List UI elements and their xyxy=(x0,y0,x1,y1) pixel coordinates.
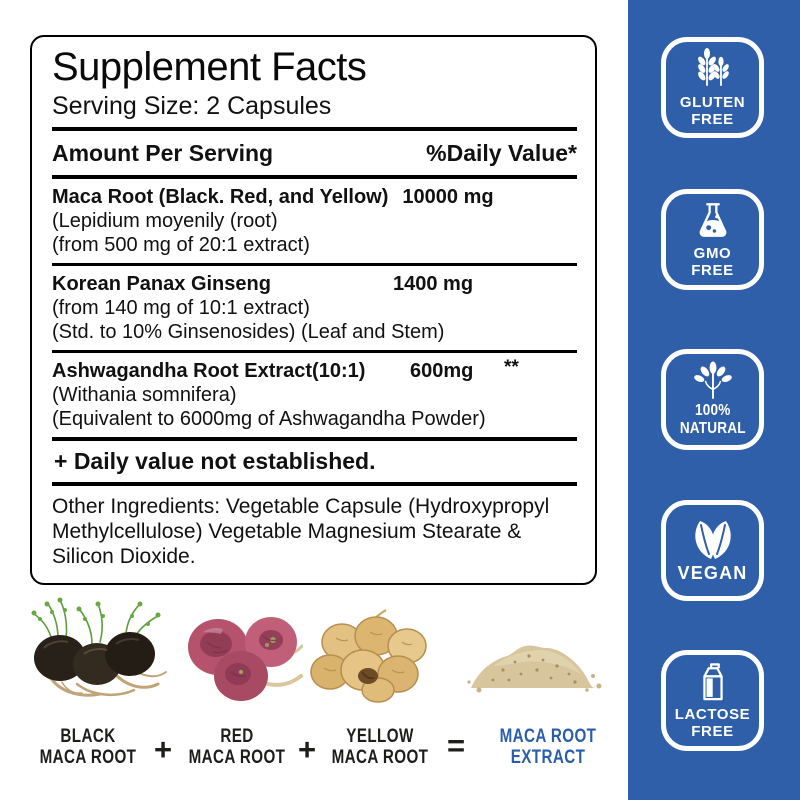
badge-label-line: NATURAL xyxy=(679,420,746,437)
divider xyxy=(52,482,577,486)
red-maca-root-label: RED MACA ROOT xyxy=(185,726,289,769)
ingredient-row-maca: Maca Root (Black. Red, and Yellow) 10000… xyxy=(52,179,577,263)
amount-per-serving-header: Amount Per Serving xyxy=(52,140,274,166)
leaves-icon xyxy=(691,361,735,400)
serving-size: Serving Size: 2 Capsules xyxy=(52,92,332,120)
ingredient-name: Korean Panax Ginseng xyxy=(52,273,271,295)
maca-powder-image xyxy=(463,626,603,698)
ingredient-detail: (Std. to 10% Ginsenosides) (Leaf and Ste… xyxy=(52,321,445,343)
badge-vegan: VEGAN xyxy=(661,500,764,601)
badge-label: GLUTEN FREE xyxy=(679,94,746,129)
divider xyxy=(52,263,577,266)
ingredient-detail: (Equivalent to 6000mg of Ashwagandha Pow… xyxy=(52,408,486,430)
label-line: BLACK xyxy=(60,726,116,747)
ingredient-detail: (Lepidium moyenily (root) xyxy=(52,210,278,232)
ingredient-amount: 10000 mg xyxy=(402,186,494,208)
maca-variety-section: BLACK MACA ROOT + RED MACA ROOT + YELLOW… xyxy=(0,560,628,800)
vegan-leaf-icon xyxy=(688,517,738,561)
divider xyxy=(52,350,577,353)
badge-gluten-free: GLUTEN FREE xyxy=(661,37,764,138)
yellow-maca-root-label: YELLOW MACA ROOT xyxy=(328,726,432,769)
milk-carton-icon xyxy=(694,660,732,704)
label-line: MACA ROOT xyxy=(188,747,286,769)
flask-icon xyxy=(692,199,734,243)
badge-label-line: 100% xyxy=(694,402,731,420)
maca-root-extract-label: MACA ROOT EXTRACT xyxy=(486,726,611,769)
ingredient-name-row: Maca Root (Black. Red, and Yellow) 10000… xyxy=(52,185,577,209)
badge-label-line: FREE xyxy=(691,111,734,128)
ingredient-amount: 1400 mg xyxy=(393,273,474,295)
daily-value-footnote: + Daily value not established. xyxy=(54,448,376,474)
ingredient-name-row: Ashwagandha Root Extract(10:1) 600mg ** xyxy=(52,357,577,383)
badge-label: LACTOSE FREE xyxy=(674,706,751,741)
red-maca-root-image xyxy=(183,612,304,704)
plus-sign: + xyxy=(297,732,317,767)
divider xyxy=(52,437,577,441)
badge-label: GMO FREE xyxy=(691,245,734,280)
label-line: RED xyxy=(220,726,254,747)
badge-label-line: GLUTEN xyxy=(679,94,746,112)
ingredient-name: Ashwagandha Root Extract(10:1) xyxy=(52,360,366,382)
ingredient-row-ginseng: Korean Panax Ginseng 1400 mg (from 140 m… xyxy=(52,266,577,350)
panel-title: Supplement Facts xyxy=(52,45,367,89)
black-maca-root-image xyxy=(22,592,172,707)
other-ingredients: Other Ingredients: Vegetable Capsule (Hy… xyxy=(52,495,550,568)
badge-lactose-free: LACTOSE FREE xyxy=(661,650,764,751)
badge-label-line: FREE xyxy=(691,723,734,740)
badge-sidebar: GLUTEN FREE GMO FREE xyxy=(628,0,800,800)
ingredient-amount: 600mg xyxy=(410,360,474,382)
daily-value-header: %Daily Value* xyxy=(426,140,577,166)
label-line: MACA ROOT xyxy=(499,726,597,747)
badge-label: 100% NATURAL xyxy=(680,402,746,438)
ingredient-name: Maca Root (Black. Red, and Yellow) xyxy=(52,186,389,208)
ingredient-detail: (Withania somnifera) xyxy=(52,384,237,406)
yellow-maca-root-image xyxy=(308,606,436,706)
daily-value-asterisks: ** xyxy=(504,357,519,378)
divider xyxy=(52,127,577,131)
label-line: MACA ROOT xyxy=(39,747,137,769)
black-maca-root-label: BLACK MACA ROOT xyxy=(28,726,148,769)
badge-label-line: FREE xyxy=(691,262,734,279)
ingredient-name-row: Korean Panax Ginseng 1400 mg xyxy=(52,272,577,296)
divider xyxy=(52,175,577,179)
badge-100-natural: 100% NATURAL xyxy=(661,349,764,450)
equals-sign: = xyxy=(446,728,466,763)
label-line: EXTRACT xyxy=(510,747,586,769)
plus-sign: + xyxy=(153,732,173,767)
column-header-row: Amount Per Serving %Daily Value* xyxy=(52,131,577,175)
wheat-icon xyxy=(691,46,735,92)
ingredient-row-ashwagandha: Ashwagandha Root Extract(10:1) 600mg ** … xyxy=(52,353,577,437)
ingredient-detail: (from 500 mg of 20:1 extract) xyxy=(52,234,310,256)
badge-label-line: VEGAN xyxy=(677,563,748,584)
label-line: YELLOW xyxy=(346,726,414,747)
badge-label: VEGAN xyxy=(677,563,747,583)
supplement-facts-panel: Supplement Facts Serving Size: 2 Capsule… xyxy=(30,35,597,585)
ingredient-detail: (from 140 mg of 10:1 extract) xyxy=(52,297,310,319)
badge-label-line: LACTOSE xyxy=(674,706,751,724)
label-line: MACA ROOT xyxy=(331,747,429,769)
badge-gmo-free: GMO FREE xyxy=(661,189,764,290)
badge-label-line: GMO xyxy=(693,245,732,263)
